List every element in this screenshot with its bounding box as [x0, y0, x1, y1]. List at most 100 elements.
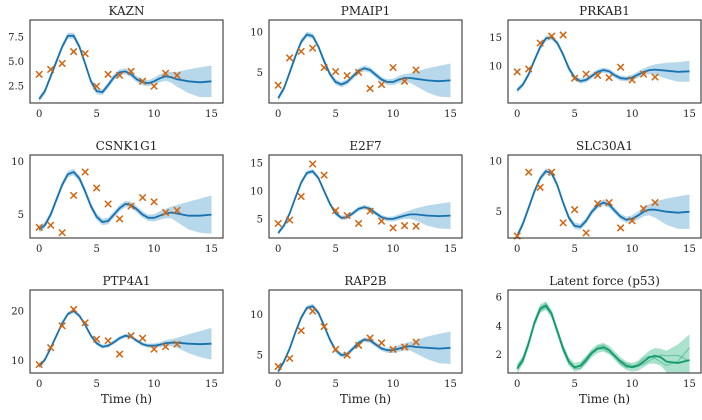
observation-point [377, 217, 386, 225]
mean-line [38, 309, 212, 368]
observation-point [628, 76, 636, 84]
axes-frame [29, 19, 224, 104]
x-tick-label: 10 [626, 244, 639, 255]
x-tick-label: 5 [93, 109, 99, 120]
y-tick-label: 5 [257, 214, 263, 225]
x-tick-label: 10 [148, 379, 161, 390]
observation-point [69, 191, 78, 200]
observation-point [138, 193, 147, 202]
observation-point [639, 70, 648, 78]
y-tick-label: 20 [11, 306, 24, 317]
y-tick-label: 7.5 [8, 32, 24, 43]
subplot-5: SLC30A1 0 5 10 15 5 10 [489, 139, 702, 255]
subplot-title: E2F7 [349, 139, 381, 153]
observation-point [161, 69, 170, 78]
observation-point [297, 192, 305, 201]
observation-point [138, 77, 147, 85]
observation-point [320, 63, 328, 72]
x-tick-label: 15 [683, 379, 696, 390]
x-tick-label: 15 [444, 244, 457, 255]
observation-point [651, 198, 659, 207]
observation-point [285, 354, 294, 363]
x-tick-label: 10 [148, 244, 161, 255]
x-tick-label: 15 [683, 244, 696, 255]
subplot-title: Latent force (p53) [549, 274, 660, 288]
x-axis-label: Time (h) [579, 392, 630, 406]
observation-point [104, 70, 112, 79]
observation-point [285, 54, 294, 62]
observation-point [69, 47, 78, 56]
x-tick-label: 10 [387, 109, 400, 120]
observation-point [412, 66, 420, 74]
observation-point [104, 336, 112, 345]
observation-point [651, 73, 659, 81]
observation-point [616, 63, 625, 71]
observation-point [92, 184, 101, 192]
x-tick-label: 10 [387, 379, 400, 390]
y-tick-label: 5.0 [8, 57, 24, 68]
observation-point [343, 351, 351, 359]
axes-frame [268, 289, 463, 374]
y-tick-label: 5 [496, 207, 502, 218]
observation-point [582, 229, 590, 237]
observation-point [81, 168, 89, 176]
observation-point [320, 322, 328, 331]
y-tick-label: 4 [496, 321, 502, 332]
observation-point [354, 219, 363, 228]
observation-point [115, 71, 124, 80]
subplot-title: PRKAB1 [579, 4, 630, 18]
observation-point [366, 334, 374, 342]
observation-point [46, 221, 55, 229]
subplot-title: PTP4A1 [102, 274, 150, 288]
observation-point [320, 171, 328, 179]
observation-point [46, 343, 55, 352]
y-tick-label: 10 [489, 157, 502, 168]
plot-area [277, 31, 451, 102]
observation-point [400, 343, 409, 351]
y-tick-label: 5 [18, 210, 24, 221]
y-tick-label: 10 [250, 310, 263, 321]
x-tick-label: 15 [205, 109, 218, 120]
observation-point [559, 219, 567, 227]
x-tick-label: 5 [332, 244, 338, 255]
subplot-title: PMAIP1 [341, 4, 390, 18]
plot-area [516, 301, 690, 373]
observation-point [354, 341, 363, 350]
observation-point [173, 71, 181, 80]
observation-point [412, 338, 420, 346]
observation-point [58, 322, 66, 330]
x-tick-label: 5 [571, 379, 577, 390]
x-tick-label: 0 [514, 379, 520, 390]
observation-point [104, 200, 112, 208]
observation-point [308, 44, 317, 52]
observation-point [46, 65, 55, 74]
observation-point [115, 215, 124, 223]
observation-point [354, 68, 363, 77]
observation-point [150, 345, 158, 353]
observation-point [69, 305, 78, 314]
observation-point [274, 81, 282, 90]
observation-point [274, 362, 282, 371]
x-tick-label: 10 [626, 109, 639, 120]
x-tick-label: 5 [571, 109, 577, 120]
observation-point [593, 71, 602, 80]
observation-point [58, 59, 66, 68]
observation-point [570, 74, 579, 82]
x-tick-label: 5 [93, 379, 99, 390]
x-tick-label: 10 [626, 379, 639, 390]
x-tick-label: 0 [36, 109, 42, 120]
observation-point [297, 47, 305, 56]
x-tick-label: 0 [36, 244, 42, 255]
axes-frame [29, 289, 224, 374]
observation-point [389, 224, 397, 232]
axes-frame [507, 289, 702, 374]
observation-point [605, 73, 613, 82]
x-tick-label: 15 [205, 379, 218, 390]
subplot-1: PMAIP1 0 5 10 15 5 10 [250, 4, 463, 120]
y-tick-label: 15 [250, 158, 263, 169]
mean-line [516, 304, 690, 370]
observation-point [35, 360, 43, 369]
observation-point [389, 345, 397, 354]
x-tick-label: 15 [683, 109, 696, 120]
observation-point [127, 331, 135, 340]
